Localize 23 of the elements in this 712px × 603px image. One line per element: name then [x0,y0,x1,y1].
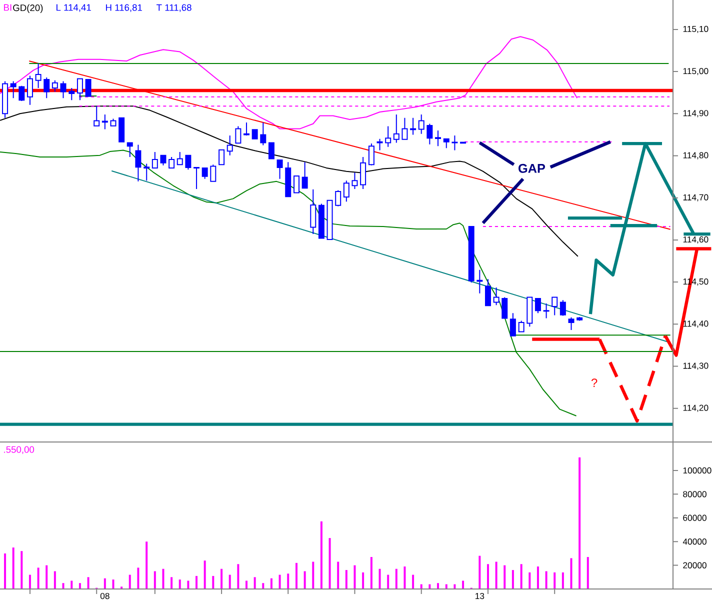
y-tick-label: 40000 [682,538,706,545]
annotation: .550,00 [4,446,34,454]
y-tick-label: 20000 [683,562,706,568]
annotation: GAP [518,164,546,173]
x-tick-label: 08 [100,592,110,600]
y-tick-label: 114,90 [683,110,708,118]
y-tick-label: 114,30 [683,362,708,370]
annotation: H 116,81 [106,4,142,12]
y-tick-label: 115,10 [683,26,708,34]
text: GD(20) [13,4,43,13]
text: BI [4,4,12,11]
annotation: L 114,41 [56,4,91,12]
y-tick-label: 100000 [683,467,712,474]
x-tick-label: 13 [476,592,484,600]
annotation: T 111,68 [156,4,192,12]
y-tick-label: 114,60 [683,236,708,244]
annotation: ? [591,378,598,387]
y-tick-label: 60000 [683,514,706,521]
y-tick-label: 114,80 [683,152,708,160]
y-tick-label: 115,00 [683,68,708,76]
y-tick-label: 114,70 [683,194,708,202]
y-tick-label: 80000 [683,491,706,498]
y-tick-label: 114,20 [683,404,708,412]
